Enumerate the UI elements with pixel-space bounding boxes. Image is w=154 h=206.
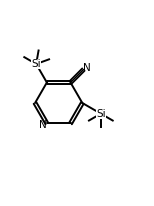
Text: N: N [39,120,47,130]
Text: Si: Si [96,109,106,119]
Text: Si: Si [31,59,41,69]
Text: N: N [83,63,91,73]
